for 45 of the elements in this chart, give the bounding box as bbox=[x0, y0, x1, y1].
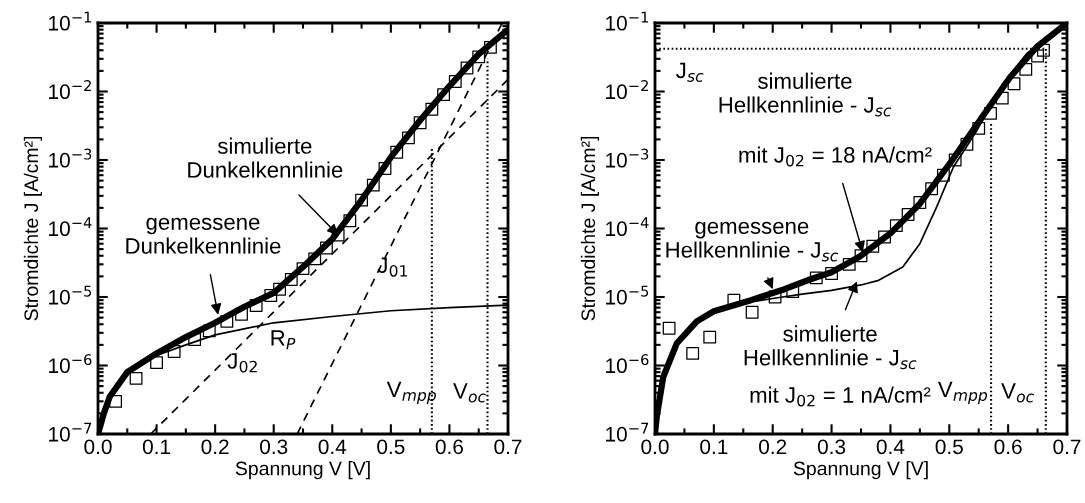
annotation: simulierte Dunkelkennlinie bbox=[188, 137, 343, 178]
x-tick-label: 0.4 bbox=[876, 439, 905, 455]
y-tick-label: 10$^{−2}$ bbox=[606, 80, 648, 100]
annotation: J$_{sc}$ bbox=[676, 62, 704, 82]
annotation: J$_{01}$ bbox=[377, 257, 407, 277]
y-tick-label: 10$^{−1}$ bbox=[49, 11, 92, 31]
annotation: gemessene Hellkennlinie - J$_{sc}$ bbox=[666, 221, 839, 262]
x-tick-label: 0.5 bbox=[377, 439, 405, 455]
annotation: V$_{oc}$ bbox=[1001, 383, 1034, 403]
x-tick-label: 0.4 bbox=[318, 439, 347, 455]
y-tick-label: 10$^{−6}$ bbox=[606, 354, 649, 374]
y-tick-label: 10$^{−4}$ bbox=[606, 217, 649, 237]
x-tick-label: 0.3 bbox=[260, 439, 288, 455]
y-tick-label: 10$^{−5}$ bbox=[49, 285, 92, 305]
x-axis-title: Spannung V [V] bbox=[235, 461, 370, 480]
y-tick-label: 10$^{−6}$ bbox=[49, 354, 92, 374]
x-tick-label: 0.2 bbox=[201, 439, 229, 455]
x-tick-label: 0.1 bbox=[700, 439, 728, 455]
annotation: mit J$_{02}$ = 1 nA/cm² bbox=[750, 386, 931, 407]
y-tick-label: 10$^{−4}$ bbox=[49, 217, 92, 237]
y-tick-label: 10$^{−3}$ bbox=[49, 148, 92, 168]
annotation: simulierte Hellkennlinie - J$_{sc}$ bbox=[719, 72, 892, 117]
x-tick-label: 0.5 bbox=[935, 439, 963, 455]
y-axis-title: Stromdichte J [A/cm²] bbox=[580, 136, 599, 321]
annotation: V$_{mpp}$ bbox=[937, 381, 988, 404]
x-tick-label: 0.7 bbox=[494, 439, 522, 455]
annotation: V$_{oc}$ bbox=[453, 383, 486, 403]
annotation: mit J$_{02}$ = 18 nA/cm² bbox=[739, 146, 932, 167]
x-tick-label: 0.6 bbox=[435, 439, 463, 455]
x-tick-label: 0.6 bbox=[994, 439, 1022, 455]
x-axis-title: Spannung V [V] bbox=[793, 461, 928, 480]
annotation: simulierte Hellkennlinie - J$_{sc}$ bbox=[744, 325, 917, 370]
annotation: R$_{P}$ bbox=[271, 330, 296, 350]
annotation: J$_{02}$ bbox=[227, 353, 257, 373]
y-tick-label: 10$^{−5}$ bbox=[606, 285, 649, 305]
y-tick-label: 10$^{−1}$ bbox=[606, 11, 649, 31]
annotation: gemessene Dunkelkennlinie bbox=[126, 217, 281, 254]
annotation: V$_{mpp}$ bbox=[386, 381, 436, 404]
x-tick-label: 0.3 bbox=[817, 439, 846, 455]
y-tick-label: 10$^{−2}$ bbox=[49, 80, 91, 100]
y-axis-title: Stromdichte J [A/cm²] bbox=[23, 136, 42, 321]
y-tick-label: 10$^{−3}$ bbox=[606, 148, 649, 168]
x-tick-label: 0.2 bbox=[759, 439, 787, 455]
x-tick-label: 0.7 bbox=[1053, 439, 1081, 455]
x-tick-label: 0.1 bbox=[142, 439, 171, 455]
